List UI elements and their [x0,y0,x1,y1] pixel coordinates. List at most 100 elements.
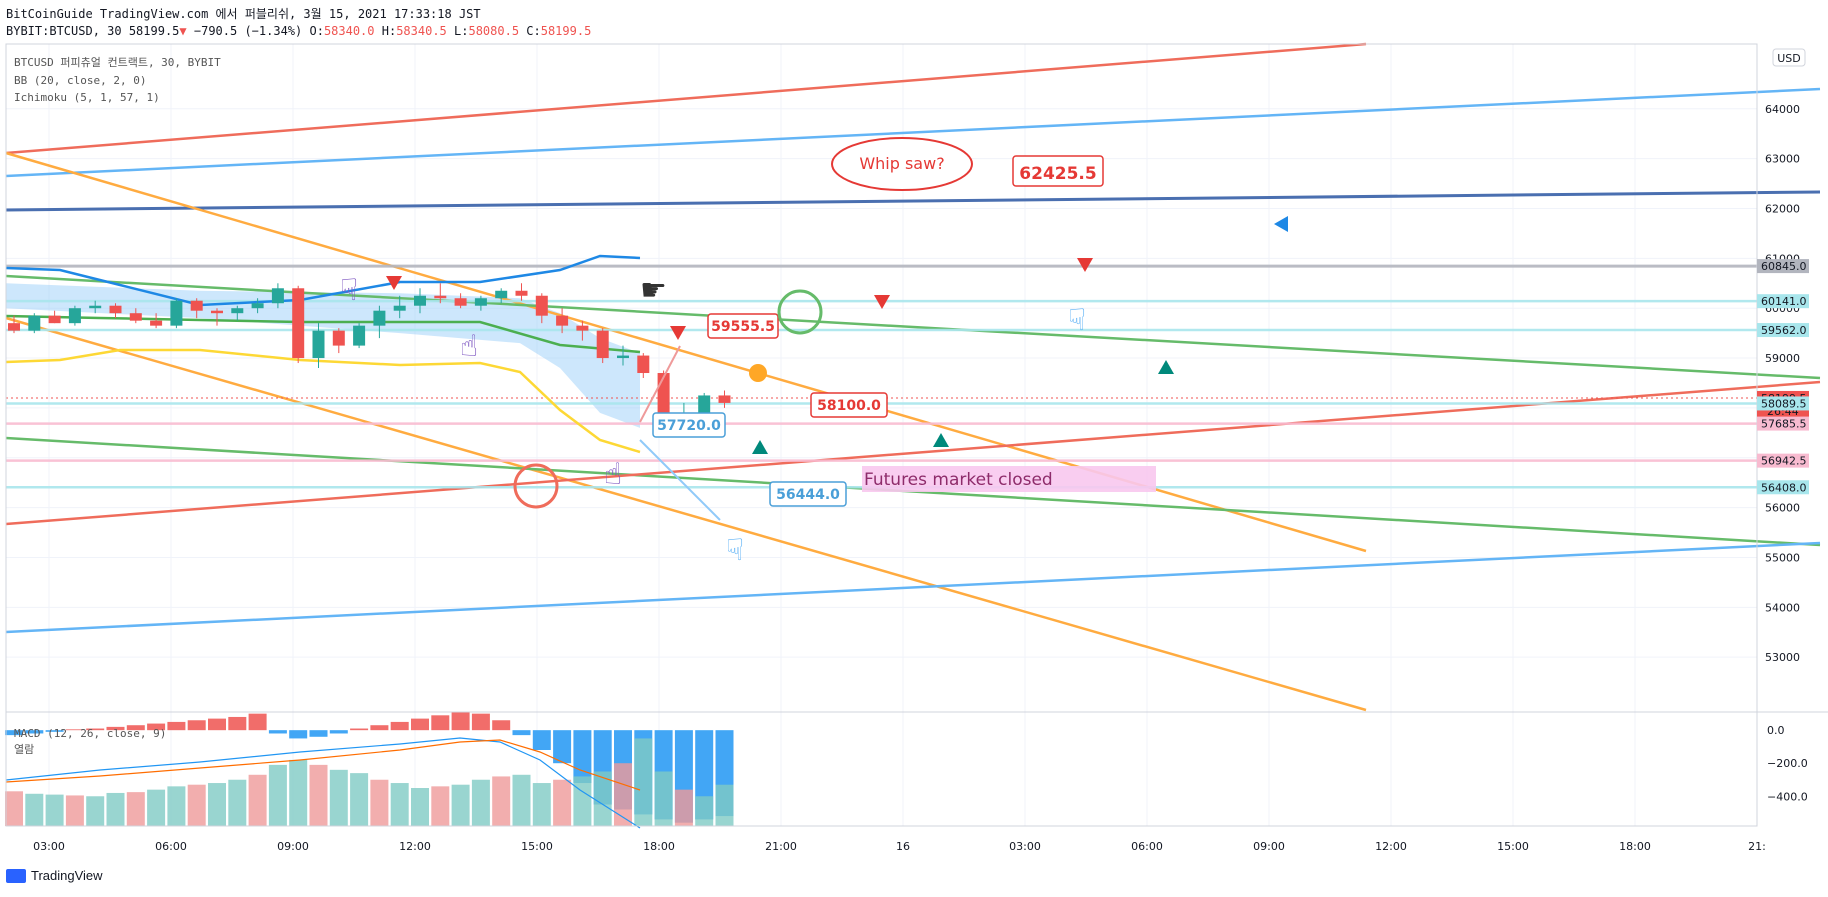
histogram-bar [512,774,531,826]
macd-bar [553,730,572,764]
macd-tick-label: −200.0 [1767,757,1808,770]
trend-line-blue-upper [5,87,1821,178]
price-tick-label: 53000 [1765,651,1800,664]
histogram-bar [634,738,653,826]
down-arrow-icon [1077,258,1093,272]
low-value: 58080.5 [468,24,520,38]
down-triangle-icon: ▼ [179,24,187,38]
candle-body [150,320,163,326]
label-56444-box [769,481,847,507]
candle-body [251,303,264,309]
price-tick-label: 62000 [1765,203,1800,216]
histogram-bar [614,763,632,826]
macd-bar [25,730,44,734]
candle-body [393,305,406,311]
macd-pane [5,712,734,829]
time-tick-label: 09:00 [1253,840,1285,853]
price-badge-label: 56408.0 [1761,481,1807,494]
histogram-bar [532,783,551,826]
whip-saw-label: Whip saw? [859,154,944,173]
histogram-bar [492,776,511,826]
symbol-label: BYBIT:BTCUSD, 30 [6,24,122,38]
price-tick-label: 63000 [1765,153,1800,166]
candle-body [373,310,386,326]
macd-bar [208,718,226,731]
ohlc-line: BYBIT:BTCUSD, 30 58199.5▼ −790.5 (−1.34%… [6,23,591,40]
label-59555: 59555.5 [711,319,775,335]
legend-title: BTCUSD 퍼피츄얼 컨트랙트, 30, BYBIT [14,55,221,69]
macd-bar [126,725,145,731]
candle-body [515,290,528,296]
histogram-bar [5,791,23,826]
price-badge [1757,480,1809,495]
histogram-bar [715,784,734,826]
candle-body [312,330,325,359]
open-value: 58340.0 [323,24,375,38]
histogram-bar [370,779,389,826]
support-line-red [5,380,1821,526]
futures-closed-highlight [862,466,1156,492]
macd-bar [309,730,328,737]
histogram-bar [268,764,287,826]
histogram-bar [695,796,714,826]
footer: TradingView [6,868,103,883]
candle-body [434,295,447,299]
candle-body [535,295,548,316]
time-tick-label: 18:00 [643,840,675,853]
histogram-bar [167,786,186,826]
candle-body [170,300,183,326]
candle-body [8,323,20,331]
currency-badge[interactable] [1772,48,1806,67]
macd-bar [492,720,511,731]
price-badge-label: 60141.0 [1761,295,1807,308]
candle-body [129,313,142,321]
cat-icon [749,364,767,382]
time-tick-label: 03:00 [1009,840,1041,853]
legend-macd-sub: 열람 [14,743,34,756]
tradingview-logo-icon[interactable] [6,868,26,883]
time-tick-label: 03:00 [33,840,65,853]
time-tick-label: 06:00 [155,840,187,853]
macd-bar [268,730,287,734]
macd-bar [451,712,470,731]
close-label: C: [526,24,541,38]
macd-bar [350,728,369,731]
label-57720-box [652,412,726,438]
histogram-bar [350,773,369,826]
up-arrow-icon [752,440,768,454]
histogram-bar [248,774,267,826]
down-arrow-icon [874,295,890,309]
down-arrow-icon [386,276,402,290]
bb-upper [5,254,641,307]
price-badge-label: 58089.5 [1761,397,1807,410]
histogram-bar [208,783,226,826]
ichimoku-cloud-area [6,283,640,428]
macd-line [5,737,641,829]
resistance-line-red [5,42,1367,155]
macd-bar [573,730,592,784]
histogram-bar [228,779,247,826]
left-arrow-icon [1274,216,1288,232]
brand-label: TradingView [31,868,103,883]
candle-body [231,308,244,314]
macd-bar [86,728,105,731]
candle-body [454,298,467,306]
label-58100: 58100.0 [817,398,881,414]
legend-bb: BB (20, close, 2, 0) [14,74,146,87]
time-tick-label: 21: [1748,840,1766,853]
histogram-bar [573,776,592,826]
macd-bar [228,716,247,731]
candle-body [332,330,345,346]
histogram-bar [187,784,206,826]
price-tick-label: 64000 [1765,103,1800,116]
time-tick-label: 16 [896,840,910,853]
candle-body [576,325,589,331]
low-label: L: [454,24,469,38]
macd-bar [5,730,23,736]
candle-body [68,308,81,324]
histogram-bar [471,779,490,826]
candle-body [637,355,650,374]
macd-bar [329,730,348,734]
label-62425-box [1012,155,1104,187]
